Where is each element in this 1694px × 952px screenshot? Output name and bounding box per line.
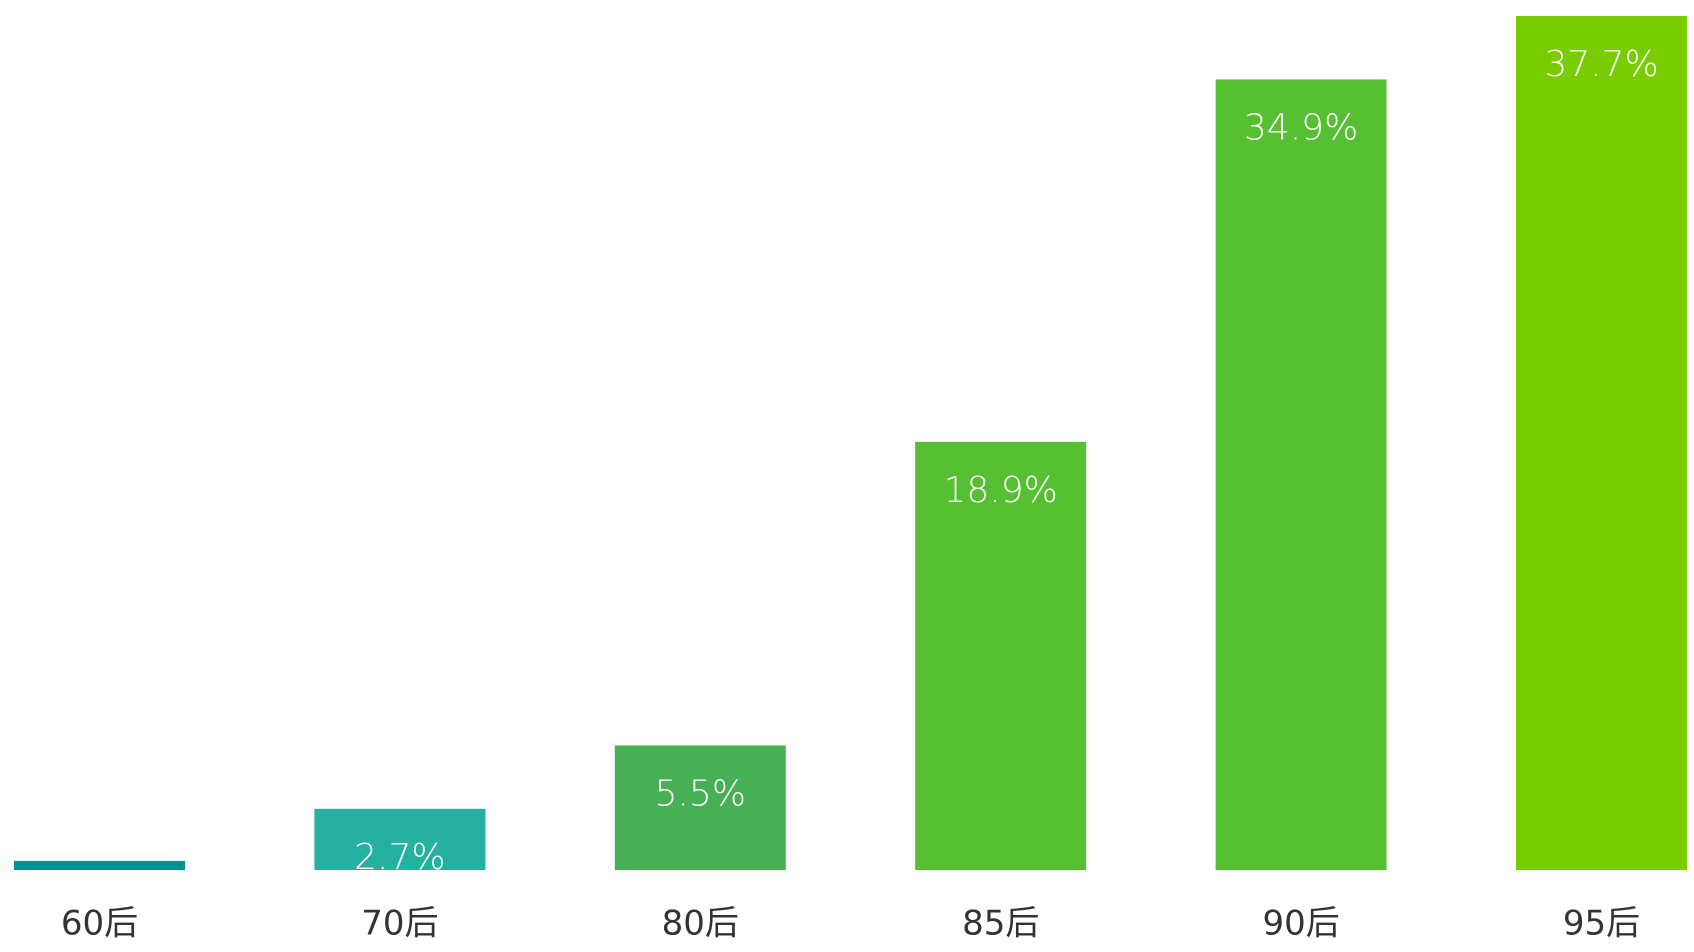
x-tick-label: 95后 bbox=[1563, 904, 1640, 944]
value-label: 37.7% bbox=[1544, 44, 1658, 85]
value-label: 18.9% bbox=[944, 470, 1058, 511]
value-label: 2.7% bbox=[354, 837, 445, 878]
x-tick-label: 60后 bbox=[61, 904, 138, 944]
bar bbox=[1516, 16, 1687, 870]
bar bbox=[1215, 79, 1387, 870]
bar bbox=[614, 745, 786, 870]
x-tick-label: 85后 bbox=[962, 904, 1039, 944]
value-label: 34.9% bbox=[1244, 107, 1358, 148]
value-label: 5.5% bbox=[655, 773, 746, 814]
bar bbox=[14, 860, 185, 870]
bar bbox=[915, 441, 1087, 870]
plot-area: 0.4%2.7%5.5%18.9%34.9%37.7% bbox=[14, 16, 1687, 878]
x-tick-label: 80后 bbox=[662, 904, 739, 944]
x-tick-label: 70后 bbox=[361, 904, 438, 944]
x-tick-label: 90后 bbox=[1262, 904, 1339, 944]
bar bbox=[314, 808, 486, 870]
